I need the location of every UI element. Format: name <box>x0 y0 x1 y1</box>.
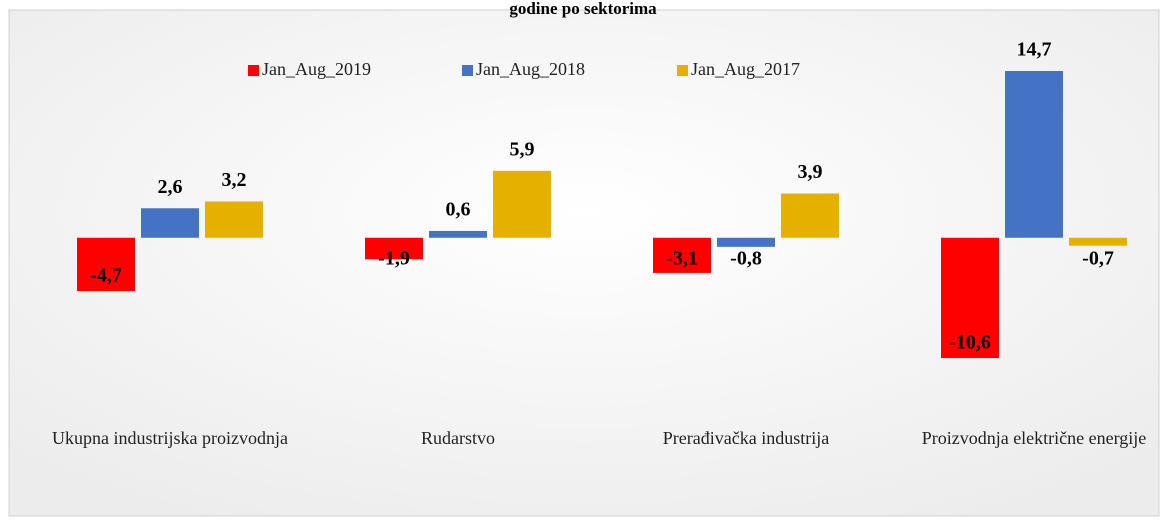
category-label: Proizvodnja električne energije <box>921 428 1147 448</box>
legend-swatch <box>677 65 688 76</box>
bar <box>1005 71 1063 238</box>
value-label: -1,9 <box>378 247 410 269</box>
bar <box>141 208 199 238</box>
value-label: 3,2 <box>222 169 247 191</box>
legend-swatch <box>462 65 473 76</box>
chart-title: godine po sektorima <box>509 0 657 18</box>
legend-label: Jan_Aug_2017 <box>691 59 800 79</box>
legend-label: Jan_Aug_2019 <box>262 59 371 79</box>
value-label: -0,7 <box>1082 247 1114 269</box>
value-label: -10,6 <box>949 332 991 354</box>
value-label: 0,6 <box>446 199 471 221</box>
category-label: Ukupna industrijska proizvodnja <box>52 428 288 448</box>
bar <box>941 237 999 358</box>
bar <box>717 237 775 247</box>
bar <box>493 170 551 238</box>
value-label: 14,7 <box>1017 39 1052 61</box>
legend-swatch <box>248 65 259 76</box>
value-label: 2,6 <box>158 176 183 198</box>
value-label: -0,8 <box>730 247 762 269</box>
bar <box>77 237 135 292</box>
value-label: 5,9 <box>510 138 535 160</box>
bar <box>653 237 711 273</box>
legend-label: Jan_Aug_2018 <box>476 59 585 79</box>
bar <box>1069 237 1127 246</box>
bar <box>429 230 487 238</box>
category-label: Rudarstvo <box>421 428 495 448</box>
value-label: 3,9 <box>798 161 823 183</box>
bar <box>365 237 423 260</box>
category-label: Prerađivačka industrija <box>662 428 830 448</box>
bar <box>781 193 839 238</box>
bar <box>205 201 263 238</box>
value-label: -3,1 <box>666 247 698 269</box>
value-label: -4,7 <box>90 265 122 287</box>
